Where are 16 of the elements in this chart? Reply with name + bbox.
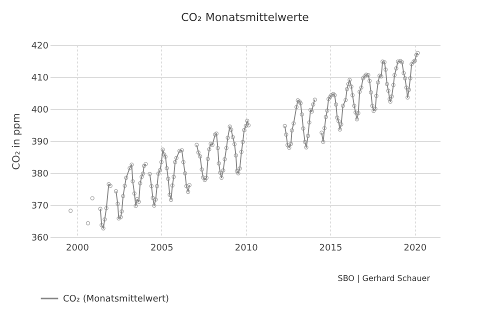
y-tick-label: 400	[31, 106, 49, 116]
y-tick-label: 410	[31, 74, 49, 84]
x-tick-label: 2010	[234, 244, 258, 254]
y-tick-label: 390	[31, 138, 49, 148]
y-tick-label: 420	[31, 42, 49, 52]
chart-title: CO₂ Monatsmittelwerte	[181, 11, 310, 24]
text: SBO | Gerhard Schauer	[338, 274, 431, 283]
x-tick-label: 2015	[319, 244, 342, 254]
x-tick-label: 2005	[150, 244, 174, 254]
x-tick-label: 2000	[66, 244, 90, 254]
y-tick-label: 360	[31, 234, 49, 244]
x-tick-label: 2020	[404, 244, 427, 254]
y-tick-label: 380	[31, 170, 49, 180]
y-tick-label: 370	[31, 202, 49, 212]
y-axis-title: CO₂ in ppm	[11, 113, 22, 170]
legend-label: CO₂ (Monatsmittelwert)	[63, 294, 170, 304]
